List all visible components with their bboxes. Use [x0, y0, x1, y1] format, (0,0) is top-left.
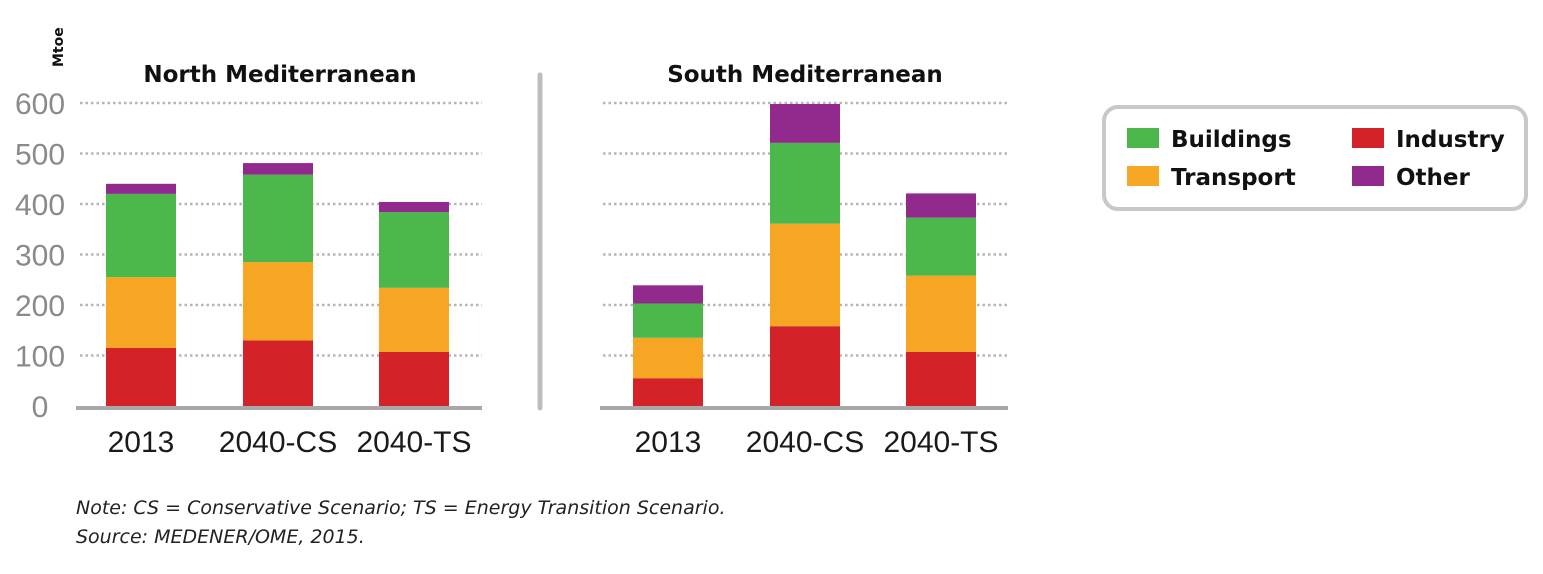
y-tick-label: 200 — [15, 290, 65, 323]
chart-panel-south: South Mediterranean 2013 2040-CS 2040-TS — [600, 62, 1008, 459]
x-tick-label: 2040-CS — [746, 426, 864, 459]
bar-segment-transport-2013 — [106, 277, 176, 348]
y-axis-unit-label: Mtoe — [51, 27, 67, 67]
chart-panel-north: North Mediterranean 0 100 200 300 400 500 600 20… — [15, 62, 482, 459]
x-tick-label: 2013 — [635, 426, 702, 459]
legend-swatch-buildings — [1127, 128, 1159, 148]
legend-label-buildings: Buildings — [1171, 127, 1292, 153]
x-tick-label: 2040-TS — [356, 426, 471, 459]
legend-label-industry: Industry — [1396, 127, 1505, 153]
x-tick-label: 2040-TS — [883, 426, 998, 459]
panel-title: South Mediterranean — [667, 62, 943, 88]
legend-frame — [1102, 105, 1528, 211]
panel-title: North Mediterranean — [143, 62, 416, 88]
bar-segment-transport-2040-ts — [379, 287, 449, 352]
legend-label-other: Other — [1396, 165, 1471, 191]
y-tick-label: 100 — [15, 341, 65, 374]
bar-segment-buildings-2040-cs — [770, 142, 840, 224]
bar-segment-industry-2040-ts — [379, 351, 449, 406]
bar-segment-buildings-2040-ts — [379, 212, 449, 288]
source-text: Source: MEDENER/OME, 2015. — [76, 526, 365, 548]
legend: Buildings Industry Transport Other — [1102, 105, 1528, 211]
bar-segment-other-2040-cs — [770, 104, 840, 143]
bar-segment-buildings-2013 — [106, 193, 176, 278]
bar-segment-transport-2040-ts — [906, 275, 976, 352]
y-tick-label: 300 — [15, 240, 65, 273]
x-tick-label: 2013 — [108, 426, 175, 459]
legend-swatch-other — [1352, 166, 1384, 186]
bar-segment-buildings-2040-ts — [906, 217, 976, 276]
bar-segment-buildings-2040-cs — [243, 174, 313, 263]
x-tick-label: 2040-CS — [219, 426, 337, 459]
bar-segment-industry-2040-cs — [770, 326, 840, 406]
bar-segment-other-2013 — [106, 183, 176, 194]
bar-segment-industry-2040-cs — [243, 340, 313, 406]
bar-segment-industry-2013 — [106, 347, 176, 406]
y-tick-label: 0 — [32, 391, 49, 424]
bar-segment-transport-2040-cs — [770, 223, 840, 327]
bar-segment-other-2040-ts — [906, 193, 976, 218]
legend-swatch-transport — [1127, 166, 1159, 186]
legend-swatch-industry — [1352, 128, 1384, 148]
y-tick-label: 600 — [15, 88, 65, 121]
bar-segment-industry-2040-ts — [906, 351, 976, 406]
bar-segment-transport-2040-cs — [243, 262, 313, 341]
bar-segment-transport-2013 — [633, 337, 703, 379]
bar-segment-buildings-2013 — [633, 303, 703, 338]
figure-note: Note: CS = Conservative Scenario; TS = E… — [76, 494, 726, 552]
note-text: Note: CS = Conservative Scenario; TS = E… — [76, 497, 726, 519]
y-tick-label: 400 — [15, 189, 65, 222]
bar-segment-industry-2013 — [633, 378, 703, 406]
bar-segment-other-2040-cs — [243, 163, 313, 175]
bar-segment-other-2040-ts — [379, 201, 449, 213]
bar-segment-other-2013 — [633, 285, 703, 304]
y-tick-label: 500 — [15, 139, 65, 172]
legend-label-transport: Transport — [1171, 165, 1296, 191]
